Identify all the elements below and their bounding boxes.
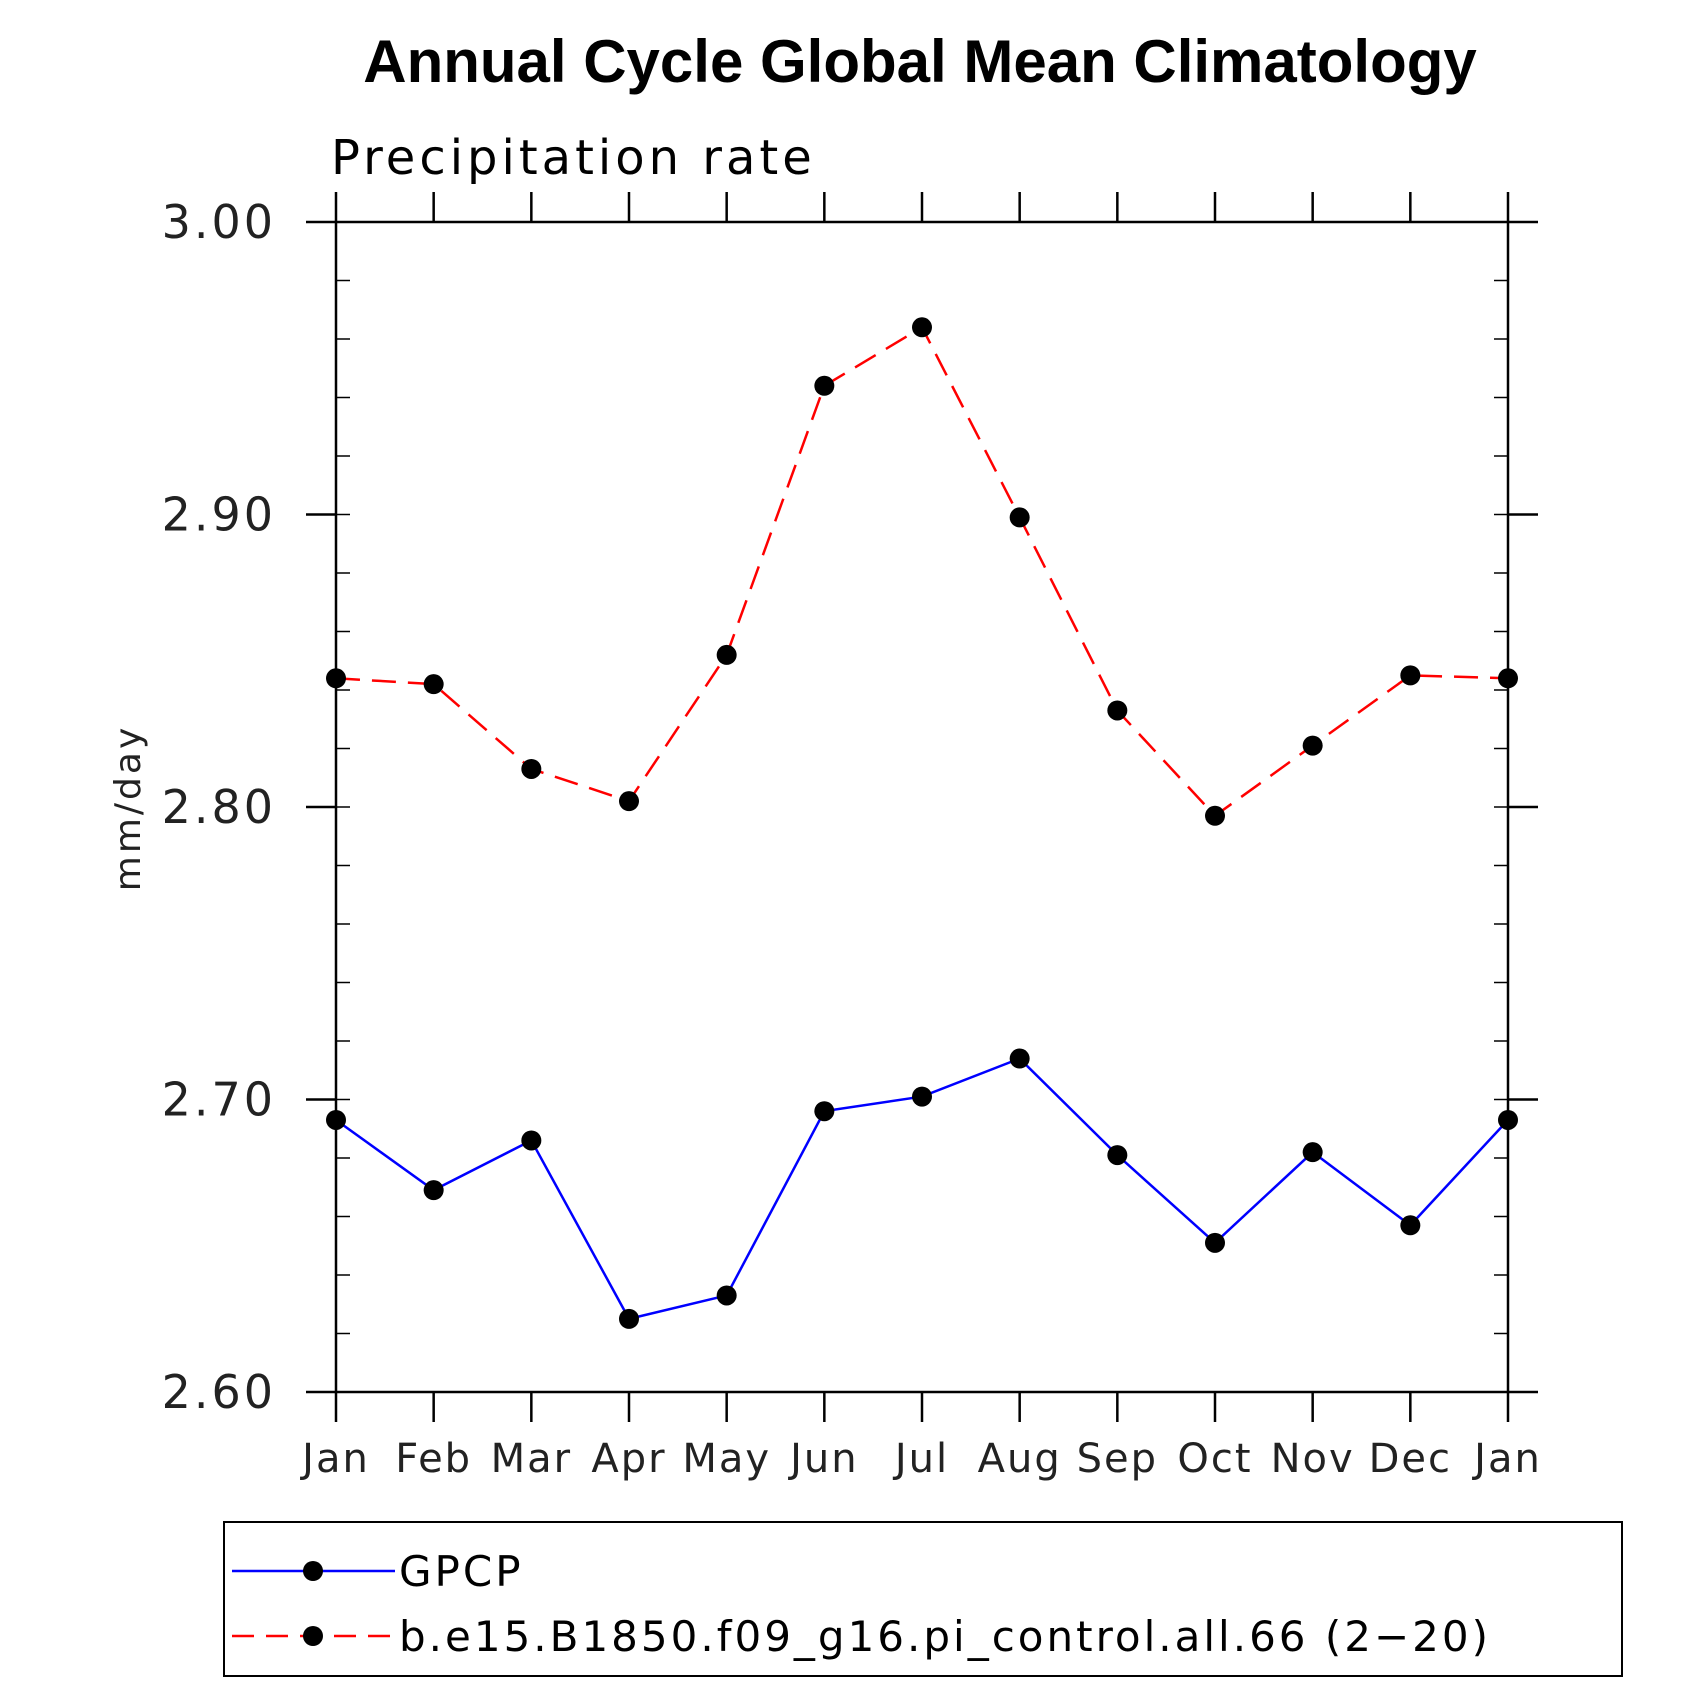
data-point xyxy=(1400,1215,1421,1236)
legend-entry-1: GPCP xyxy=(232,1547,524,1596)
y-tick-label: 3.00 xyxy=(162,195,276,249)
x-tick-label: Nov xyxy=(1271,1436,1355,1482)
x-tick-label: Aug xyxy=(978,1436,1062,1482)
data-point xyxy=(423,1180,444,1201)
data-point xyxy=(814,375,835,396)
data-point xyxy=(1205,1232,1225,1253)
axes: 3.00 2.90 2.80 2.70 2.60 Jan Feb Mar Apr May Jun Ju… xyxy=(162,192,1542,1482)
x-tick-label: Jan xyxy=(299,1436,370,1482)
data-point xyxy=(716,1285,737,1306)
data-point xyxy=(912,317,932,338)
plot-frame xyxy=(334,220,1510,1394)
legend-marker xyxy=(303,1626,323,1646)
data-point xyxy=(521,1130,542,1151)
data-point xyxy=(521,758,542,779)
data-point xyxy=(1107,700,1128,721)
data-point xyxy=(326,668,346,689)
x-tick-label: Dec xyxy=(1369,1436,1452,1482)
legend: GPCP b.e15.B1850.f09_g16.pi_control.all.6… xyxy=(223,1521,1623,1677)
data-point xyxy=(912,1086,932,1107)
data-point xyxy=(1302,735,1323,756)
series-layer xyxy=(326,317,1518,1329)
data-point xyxy=(1205,805,1225,826)
legend-box xyxy=(223,1521,1623,1677)
x-tick-label: Jun xyxy=(787,1436,859,1482)
data-point xyxy=(1498,1109,1518,1130)
y-tick-label: 2.60 xyxy=(162,1365,276,1419)
data-point xyxy=(1009,507,1030,528)
y-axis-label: mm/day xyxy=(108,725,149,891)
x-tick-label: Oct xyxy=(1177,1436,1252,1482)
x-tick-label: Jul xyxy=(892,1436,949,1482)
legend-entry-2: b.e15.B1850.f09_g16.pi_control.all.66 (2… xyxy=(232,1612,1491,1661)
legend-label: b.e15.B1850.f09_g16.pi_control.all.66 (2… xyxy=(399,1612,1491,1661)
y-tick-label: 2.70 xyxy=(162,1073,276,1127)
chart-subtitle: Precipitation rate xyxy=(331,130,816,186)
data-point xyxy=(326,1109,346,1130)
data-point xyxy=(716,644,737,665)
series-2 xyxy=(326,317,1518,826)
series-line xyxy=(335,325,1509,818)
x-tick-label: Apr xyxy=(591,1436,666,1482)
data-point xyxy=(1107,1145,1128,1166)
data-point xyxy=(423,674,444,695)
series-1 xyxy=(326,1048,1518,1329)
x-tick-label: Mar xyxy=(491,1436,572,1482)
data-point xyxy=(1302,1142,1323,1163)
data-point xyxy=(1400,665,1421,686)
data-point xyxy=(1498,668,1518,689)
y-tick-label: 2.80 xyxy=(162,780,276,834)
x-tick-label: May xyxy=(682,1436,771,1482)
legend-entries: GPCP b.e15.B1850.f09_g16.pi_control.all.6… xyxy=(232,1547,1491,1661)
x-tick-label: Jan xyxy=(1471,1436,1542,1482)
y-tick-label: 2.90 xyxy=(162,488,276,542)
data-point xyxy=(619,791,639,812)
legend-label: GPCP xyxy=(399,1547,524,1596)
data-point xyxy=(814,1101,835,1122)
x-tick-label: Feb xyxy=(395,1436,472,1482)
data-point xyxy=(619,1308,639,1329)
chart-title: Annual Cycle Global Mean Climatology xyxy=(363,28,1477,95)
legend-marker xyxy=(303,1561,323,1581)
data-point xyxy=(1009,1048,1030,1069)
x-tick-label: Sep xyxy=(1077,1436,1158,1482)
